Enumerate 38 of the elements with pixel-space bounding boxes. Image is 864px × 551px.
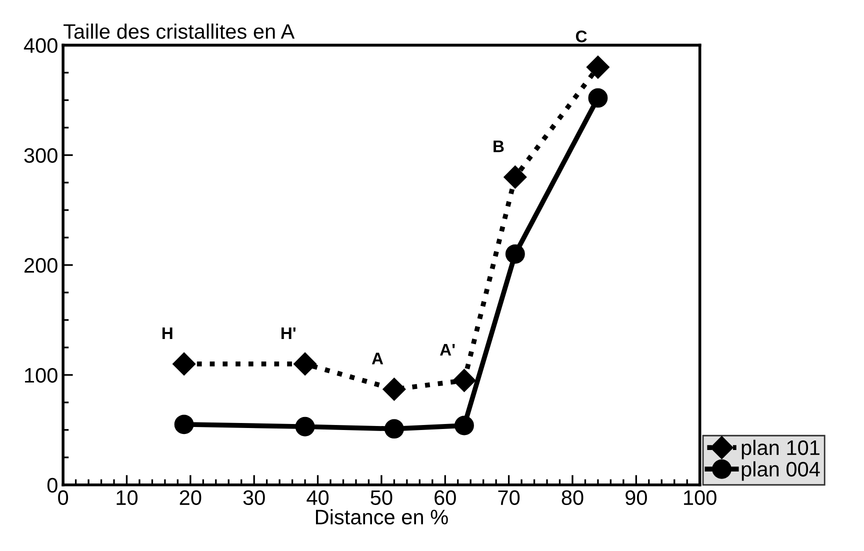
y-tick-label: 100 xyxy=(25,368,58,383)
x-tick-label: 0 xyxy=(58,490,68,506)
point xyxy=(505,244,525,264)
point xyxy=(172,352,196,376)
point xyxy=(452,368,476,392)
x-tick-label: 80 xyxy=(562,490,584,506)
point xyxy=(586,56,610,79)
x-tick-label: 50 xyxy=(370,490,392,506)
x-tick-label: 20 xyxy=(180,490,202,506)
legend-label: plan 101 xyxy=(742,440,820,460)
x-tick-label: 70 xyxy=(498,490,520,506)
point xyxy=(174,414,194,434)
x-tick-label: 10 xyxy=(116,490,138,506)
x-tick-label: 90 xyxy=(626,490,647,506)
legend-label: plan 004 xyxy=(742,461,820,481)
y-tick-label: 0 xyxy=(47,478,58,493)
annotation: C xyxy=(576,30,587,42)
x-tick-label: 40 xyxy=(306,490,329,506)
annotation: A xyxy=(372,352,384,364)
x-tick-label: 100 xyxy=(684,490,716,506)
annotation: B xyxy=(494,140,504,152)
chart-title: Taille des cristallites en A xyxy=(64,24,295,39)
y-tick-label: 400 xyxy=(24,38,58,53)
point xyxy=(504,166,527,189)
y-tick-label: 200 xyxy=(24,258,58,273)
annotation: H xyxy=(162,327,172,339)
point xyxy=(294,352,317,376)
point xyxy=(382,378,406,401)
point xyxy=(588,88,608,108)
annotation: H' xyxy=(281,327,296,339)
point xyxy=(454,416,474,436)
point xyxy=(384,419,404,439)
y-tick-label: 300 xyxy=(24,148,58,163)
x-tick-label: 30 xyxy=(243,490,265,506)
point xyxy=(295,416,315,436)
x-tick-label: 60 xyxy=(434,490,456,506)
x-axis-title: Distance en % xyxy=(316,509,448,524)
annotation: A' xyxy=(440,344,455,356)
